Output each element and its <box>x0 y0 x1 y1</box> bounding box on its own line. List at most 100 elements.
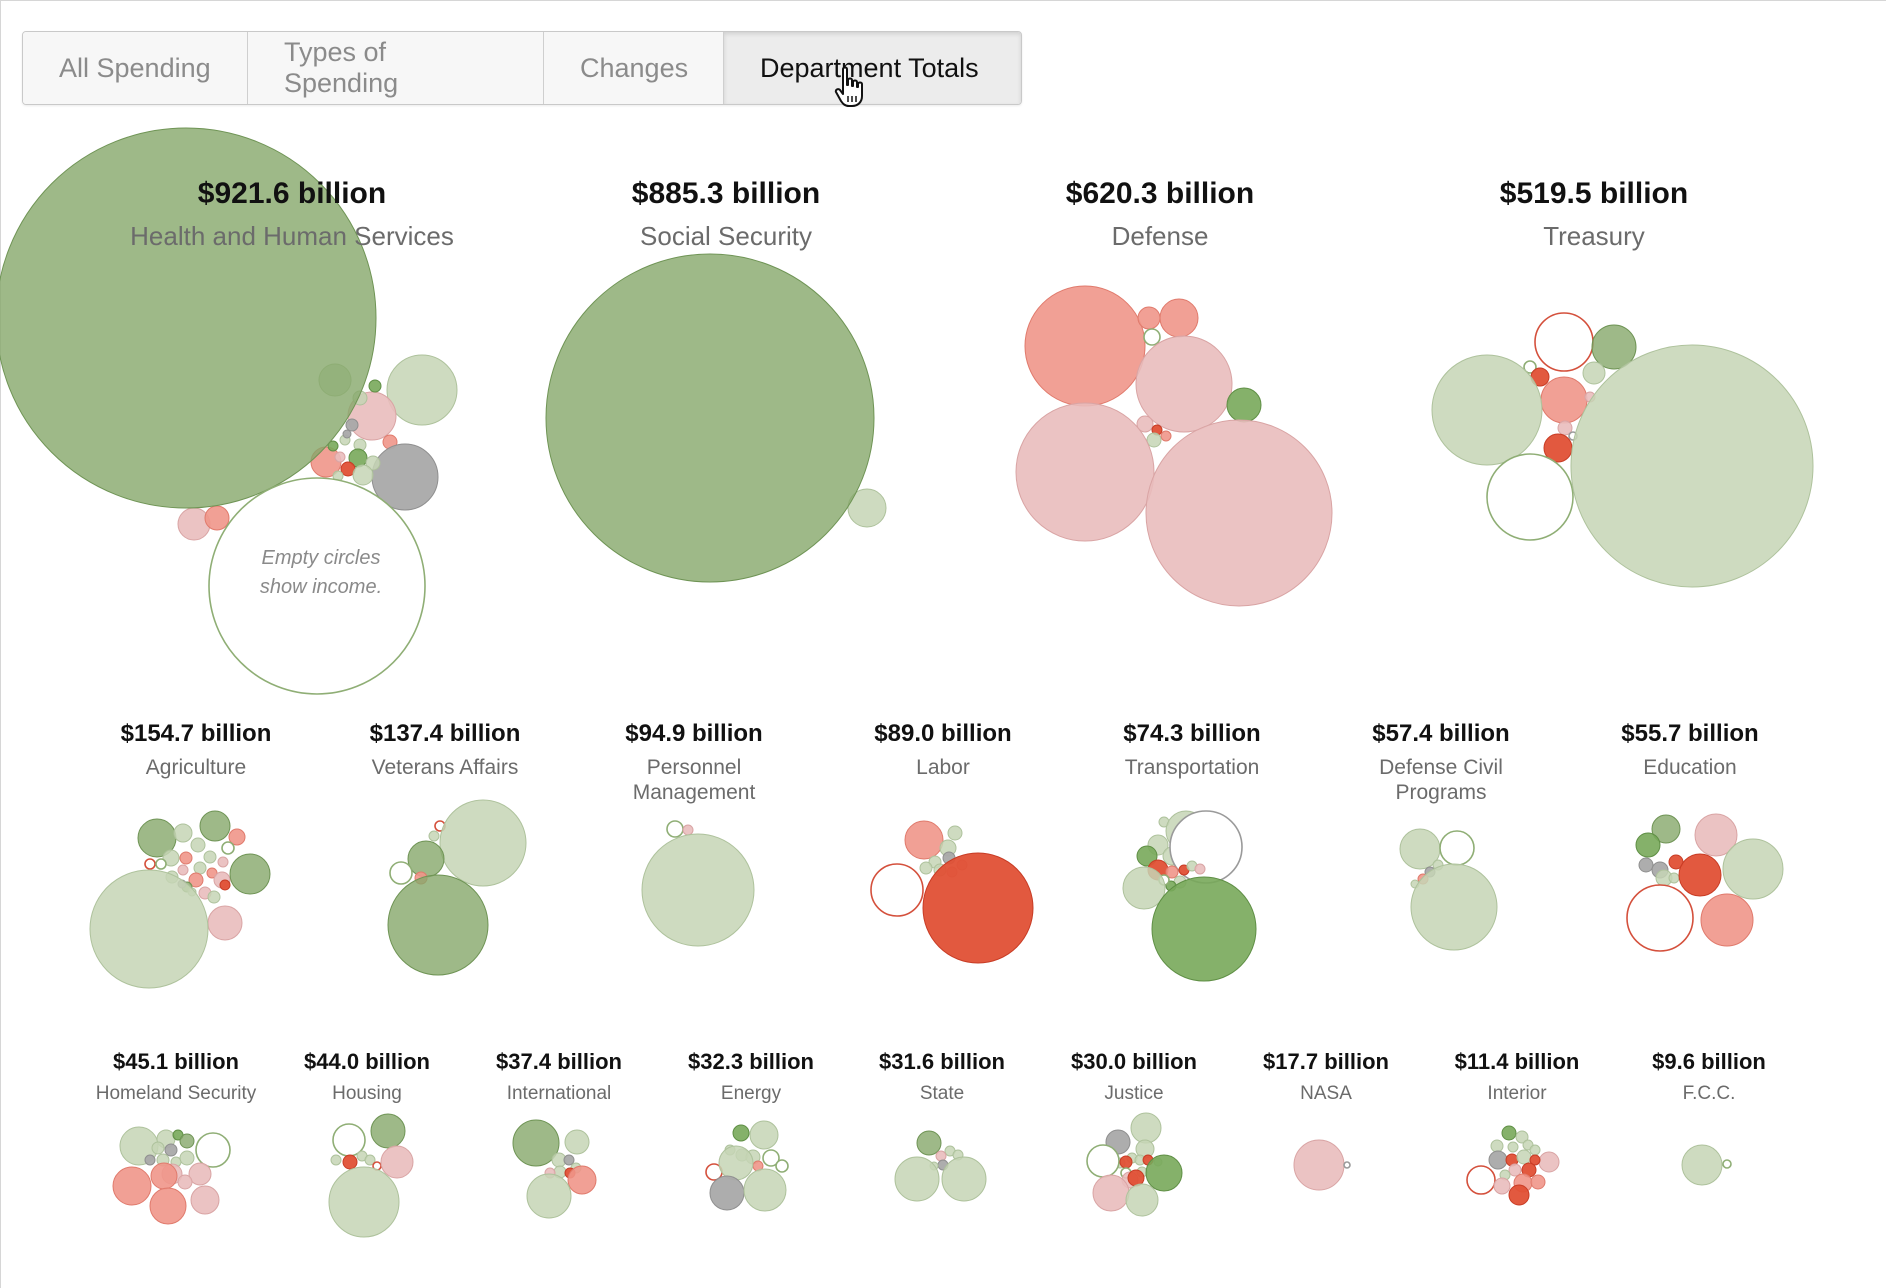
spending-bubble <box>1515 1130 1529 1144</box>
hand-pointer-icon <box>834 66 863 107</box>
department-amount-label: $55.7 billion <box>1621 720 1758 747</box>
spending-bubble <box>1681 1144 1723 1186</box>
department-labor[interactable]: $89.0 billion Labor <box>870 720 1034 964</box>
department-f-c-c[interactable]: $9.6 billion F.C.C. <box>1652 1049 1766 1186</box>
department-health-and-human-services[interactable]: $921.6 billion Health and Human Services <box>0 127 458 695</box>
spending-bubble <box>1508 1163 1522 1177</box>
tab-changes[interactable]: Changes <box>544 32 724 104</box>
department-justice[interactable]: $30.0 billion Justice <box>1071 1049 1197 1217</box>
spending-bubble <box>545 253 875 583</box>
spending-bubble <box>368 379 382 393</box>
department-nasa[interactable]: $17.7 billion NASA <box>1263 1049 1389 1191</box>
spending-bubble <box>709 1175 745 1211</box>
spending-bubble <box>1159 298 1199 338</box>
spending-bubble <box>342 1154 358 1170</box>
spending-bubble <box>1160 430 1172 442</box>
department-name-label: Treasury <box>1543 221 1645 251</box>
spending-bubble <box>1136 845 1158 867</box>
department-agriculture[interactable]: $154.7 billion Agriculture <box>89 720 272 989</box>
spending-bubble <box>894 1156 940 1202</box>
spending-bubble <box>919 861 933 875</box>
department-homeland-security[interactable]: $45.1 billion Homeland Security <box>96 1049 257 1225</box>
spending-bubble <box>179 851 193 865</box>
spending-bubble <box>1651 814 1681 844</box>
department-amount-label: $17.7 billion <box>1263 1049 1389 1074</box>
spending-bubble <box>1493 1177 1511 1195</box>
spending-bubble <box>1570 344 1814 588</box>
department-name-label: Personnel <box>647 756 742 779</box>
tab-all-spending[interactable]: All Spending <box>23 32 248 104</box>
spending-bubble <box>1722 1159 1732 1169</box>
spending-bubble <box>1143 328 1161 346</box>
department-defense[interactable]: $620.3 billion Defense <box>1015 177 1333 607</box>
spending-bubble <box>1722 838 1784 900</box>
spending-bubble <box>177 507 211 541</box>
spending-bubble <box>564 1129 590 1155</box>
spending-bubble <box>743 1168 787 1212</box>
department-name-label: F.C.C. <box>1683 1083 1736 1104</box>
department-state[interactable]: $31.6 billion State <box>879 1049 1005 1202</box>
department-amount-label: $519.5 billion <box>1500 177 1688 210</box>
spending-bubble <box>380 1145 414 1179</box>
spending-bubble <box>922 852 1034 964</box>
department-name-label: International <box>507 1083 612 1104</box>
spending-bubble <box>1626 884 1694 952</box>
spending-bubble <box>1151 876 1257 982</box>
department-energy[interactable]: $32.3 billion Energy <box>688 1049 814 1212</box>
spending-bubble <box>1694 813 1738 857</box>
spending-bubble <box>870 863 924 917</box>
spending-bubble <box>1638 857 1654 873</box>
spending-bubble <box>1146 432 1162 448</box>
department-amount-label: $154.7 billion <box>121 720 272 747</box>
spending-bubble <box>365 455 381 471</box>
spending-bubble <box>1145 419 1333 607</box>
spending-bubble <box>1086 1144 1120 1178</box>
spending-bubble <box>1092 1174 1130 1212</box>
spending-bubble <box>1591 324 1637 370</box>
department-social-security[interactable]: $885.3 billion Social Security <box>545 177 887 583</box>
income-note-line-2: show income. <box>260 576 382 598</box>
spending-bubble <box>112 1166 152 1206</box>
spending-bubble <box>1678 853 1722 897</box>
spending-bubble <box>1486 453 1574 541</box>
spending-bubble <box>1538 1151 1560 1173</box>
spending-bubble <box>149 1187 187 1225</box>
department-name-label: Justice <box>1104 1083 1163 1104</box>
department-amount-label: $30.0 billion <box>1071 1049 1197 1074</box>
spending-bubble <box>221 841 235 855</box>
spending-bubble <box>1507 1141 1519 1153</box>
spending-bubble <box>1557 420 1573 436</box>
spending-bubble <box>179 1150 195 1166</box>
spending-bubble <box>330 1154 342 1166</box>
department-transportation[interactable]: $74.3 billion Transportation <box>1122 720 1261 982</box>
spending-bubble <box>916 1130 942 1156</box>
department-education[interactable]: $55.7 billion Education <box>1621 720 1784 952</box>
department-treasury[interactable]: $519.5 billion Treasury <box>1431 177 1814 588</box>
spending-bubble <box>389 861 413 885</box>
department-interior[interactable]: $11.4 billion Interior <box>1455 1049 1580 1206</box>
tab-types-of-spending[interactable]: Types of Spending <box>248 32 544 104</box>
spending-bubble <box>327 440 339 452</box>
spending-bubble <box>1145 1154 1183 1192</box>
spending-bubble <box>428 830 440 842</box>
department-amount-label: $137.4 billion <box>370 720 521 747</box>
department-name-label: Education <box>1643 756 1736 779</box>
spending-bubble <box>1501 1125 1517 1141</box>
spending-bubble <box>144 858 156 870</box>
department-name-label: Defense Civil <box>1379 756 1503 779</box>
spending-bubble <box>512 1119 560 1167</box>
spending-bubble <box>193 861 207 875</box>
spending-bubble <box>718 1145 754 1181</box>
spending-bubble <box>328 1166 400 1238</box>
spending-bubble <box>847 488 887 528</box>
department-housing[interactable]: $44.0 billion Housing <box>304 1049 430 1238</box>
spending-bubble <box>775 1159 789 1173</box>
department-international[interactable]: $37.4 billion International <box>496 1049 622 1219</box>
spending-bubble <box>188 872 204 888</box>
department-veterans-affairs[interactable]: $137.4 billion Veterans Affairs <box>370 720 527 976</box>
tab-department-totals[interactable]: Department Totals <box>724 32 1021 104</box>
spending-bubble <box>155 858 167 870</box>
spending-bubble <box>439 799 527 887</box>
